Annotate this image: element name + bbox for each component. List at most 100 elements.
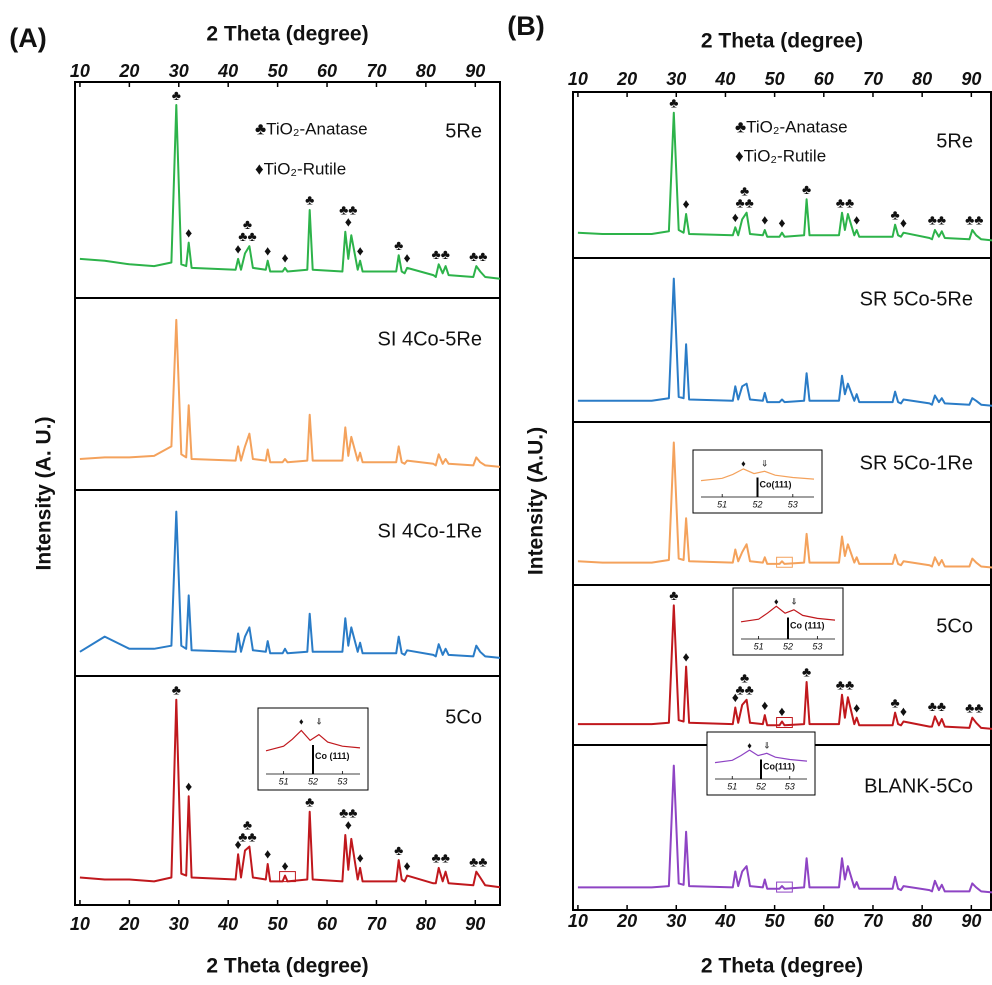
phase-marker: ♣♣: [928, 212, 946, 228]
phase-marker: ♣♣: [339, 201, 357, 217]
xrd-pattern: [79, 698, 501, 889]
x-tick-label: 40: [217, 914, 238, 934]
phase-marker: ♦: [778, 703, 785, 719]
frame: [74, 81, 501, 906]
x-tick-label: 60: [317, 61, 337, 81]
phase-marker: ♣: [669, 94, 678, 110]
x-tick-label: 80: [912, 69, 932, 89]
panel-label: (A): [9, 23, 46, 53]
inset-marker: ♦: [741, 458, 746, 468]
phase-marker: ♣: [891, 206, 900, 222]
x-tick-label: 50: [268, 61, 288, 81]
y-axis-title: Intensity (A.U.): [525, 427, 548, 575]
phase-marker: ♦: [761, 697, 768, 713]
phase-marker: ♣: [243, 216, 252, 232]
phase-marker: ♣: [172, 87, 181, 103]
x-tick-label: 70: [863, 69, 883, 89]
phase-marker: ♣♣: [238, 228, 256, 244]
phase-marker: ♣: [802, 664, 811, 680]
x-tick-label: 10: [70, 61, 90, 81]
phase-marker: ♣♣: [735, 194, 753, 210]
reference-label: Co(111): [760, 480, 792, 490]
inset-tick-label: 53: [788, 499, 798, 509]
phase-marker: ♣♣: [836, 676, 854, 692]
inset-marker: ⇓: [315, 716, 323, 726]
inset-marker: ⇓: [790, 596, 798, 606]
phase-marker: ♣♣: [469, 248, 487, 264]
phase-marker: ♦: [900, 703, 907, 719]
phase-marker: ♣♣: [432, 850, 450, 866]
x-tick-label: 30: [666, 911, 686, 931]
inset-pattern: [265, 729, 361, 752]
legend-entry: ♦TiO₂-Rutile: [735, 146, 826, 165]
phase-marker: ♦: [281, 857, 288, 873]
phase-marker: ♣♣: [965, 699, 983, 715]
xrd-pattern: [577, 277, 992, 407]
reference-label: Co (111): [790, 620, 825, 630]
inset-tick-label: 51: [727, 781, 737, 791]
inset-tick-label: 52: [783, 641, 793, 651]
x-tick-label: 60: [814, 911, 834, 931]
inset-marker: ♦: [747, 740, 752, 750]
zoom-box: [776, 556, 793, 568]
inset-tick-label: 51: [279, 776, 289, 786]
panel-label: (B): [507, 11, 544, 41]
x-tick-label: 30: [666, 69, 686, 89]
phase-marker: ♦: [853, 212, 860, 228]
x-tick-label: 80: [416, 61, 436, 81]
zoom-box: [279, 871, 296, 883]
series-label: SI 4Co-1Re: [378, 520, 483, 542]
phase-marker: ♦: [853, 699, 860, 715]
xrd-pattern: [577, 604, 992, 730]
phase-marker: ♦: [264, 846, 271, 862]
inset-marker: ♦: [299, 716, 304, 726]
phase-marker: ♦: [778, 214, 785, 230]
x-tick-label: 20: [616, 69, 637, 89]
x-tick-label: 40: [714, 69, 735, 89]
xrd-pattern: [79, 510, 501, 659]
x-tick-label: 50: [268, 914, 288, 934]
phase-marker: ♣♣: [432, 246, 450, 262]
x-tick-label: 70: [366, 61, 386, 81]
phase-marker: ♦: [732, 209, 739, 225]
x-tick-label: 90: [465, 914, 485, 934]
phase-marker: ♦: [281, 250, 288, 266]
series-label: 5Co: [936, 615, 973, 637]
phase-marker: ♦: [235, 836, 242, 852]
legend-entry: ♦TiO₂-Rutile: [255, 159, 346, 178]
xrd-pattern: [79, 318, 501, 468]
phase-marker: ♦: [235, 241, 242, 257]
x-axis-title: 2 Theta (degree): [701, 30, 863, 53]
series-label: SR 5Co-1Re: [860, 452, 973, 474]
phase-marker: ♦: [404, 250, 411, 266]
x-tick-label: 50: [765, 911, 785, 931]
xrd-pattern: [577, 111, 992, 242]
phase-marker: ♣♣: [965, 212, 983, 228]
x-tick-label: 10: [70, 914, 90, 934]
phase-marker: ♦: [357, 850, 364, 866]
phase-marker: ♣♣: [469, 853, 487, 869]
inset-tick-label: 51: [754, 641, 764, 651]
phase-marker: ♣: [305, 794, 314, 810]
xrd-pattern: [577, 764, 992, 894]
phase-marker: ♣: [891, 694, 900, 710]
xrd-pattern: [79, 104, 501, 280]
x-axis-title: 2 Theta (degree): [206, 23, 368, 46]
zoom-box: [776, 717, 793, 729]
inset-marker: ⇓: [763, 740, 771, 750]
inset-tick-label: 53: [337, 776, 347, 786]
phase-marker: ♣: [394, 237, 403, 253]
phase-marker: ♦: [683, 196, 690, 212]
inset-tick-label: 53: [812, 641, 822, 651]
xrd-pattern: [577, 441, 992, 569]
x-tick-label: 50: [765, 69, 785, 89]
phase-marker: ♦: [357, 242, 364, 258]
reference-label: Co (111): [315, 751, 350, 761]
x-tick-label: 80: [416, 914, 436, 934]
phase-marker: ♣: [802, 181, 811, 197]
phase-marker: ♣: [740, 182, 749, 198]
phase-marker: ♦: [185, 778, 192, 794]
phase-marker: ♣: [669, 587, 678, 603]
phase-marker: ♦: [264, 242, 271, 258]
